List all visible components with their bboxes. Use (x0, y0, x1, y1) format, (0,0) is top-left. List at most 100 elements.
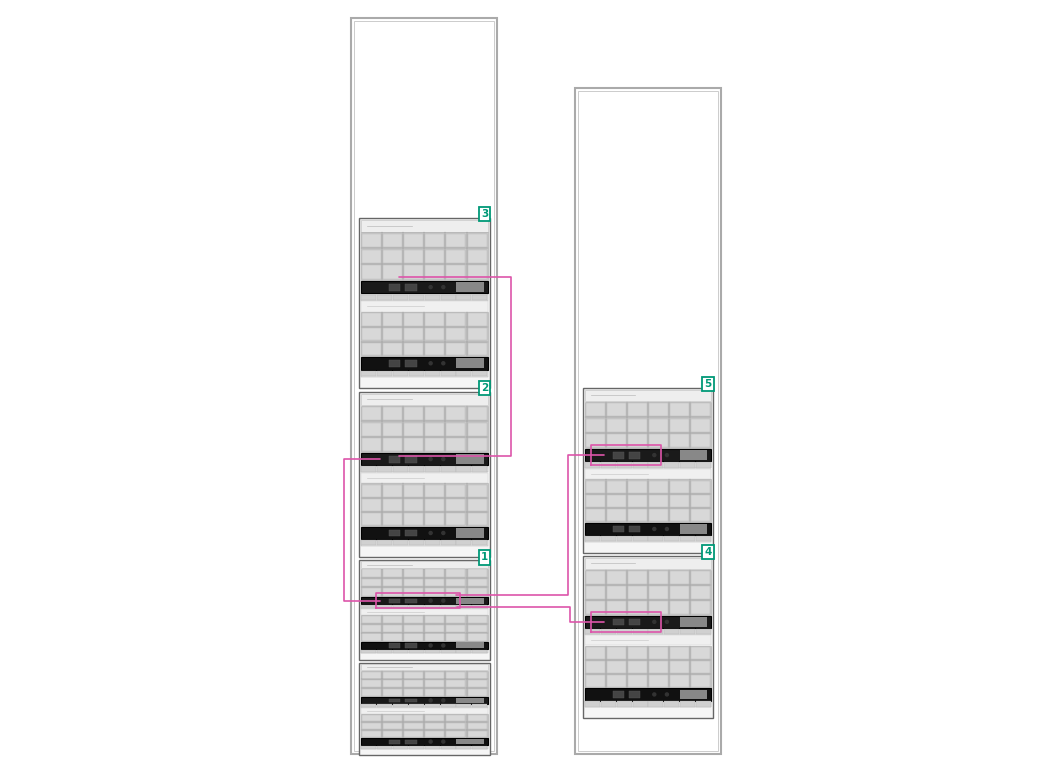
Bar (383, 723, 402, 729)
Bar (648, 536, 663, 541)
Bar (362, 371, 377, 376)
Bar (585, 535, 711, 542)
Bar (629, 618, 641, 625)
Bar (579, 91, 717, 751)
Bar (404, 499, 423, 511)
Bar (456, 605, 471, 608)
Bar (447, 723, 465, 729)
Bar (362, 466, 377, 471)
Bar (467, 624, 486, 632)
Bar (404, 588, 423, 596)
Bar (359, 218, 491, 388)
Bar (426, 265, 445, 279)
Bar (629, 526, 641, 532)
Bar (670, 661, 689, 673)
Bar (426, 438, 445, 451)
Bar (362, 723, 381, 729)
Bar (467, 588, 486, 596)
Bar (383, 634, 402, 641)
Bar (440, 371, 455, 376)
Bar (633, 536, 648, 541)
Bar (361, 232, 487, 280)
Bar (447, 499, 465, 511)
Bar (383, 499, 402, 511)
Bar (378, 540, 393, 545)
Circle shape (442, 531, 445, 534)
Bar (670, 675, 689, 687)
Bar (426, 588, 445, 596)
Bar (628, 495, 647, 507)
Bar (628, 418, 647, 431)
Bar (388, 360, 400, 367)
Bar (467, 313, 486, 326)
Bar (447, 731, 465, 737)
Bar (378, 466, 393, 471)
Circle shape (653, 528, 655, 531)
Bar (608, 509, 626, 521)
Bar (409, 746, 423, 748)
Bar (388, 598, 400, 603)
Bar (393, 295, 409, 300)
Bar (585, 646, 711, 687)
Bar (585, 479, 711, 522)
Bar (456, 739, 484, 744)
Bar (680, 524, 708, 534)
Bar (388, 644, 400, 647)
Bar (664, 462, 679, 468)
Bar (362, 704, 377, 707)
Bar (649, 675, 668, 687)
Bar (586, 675, 605, 687)
Bar (361, 394, 487, 405)
Bar (447, 408, 465, 420)
Bar (404, 328, 423, 341)
Bar (426, 680, 445, 687)
Text: 4: 4 (704, 547, 712, 557)
Bar (378, 295, 393, 300)
Bar (425, 650, 439, 653)
Bar (447, 616, 465, 624)
Bar (351, 18, 497, 754)
Bar (440, 605, 455, 608)
Bar (613, 451, 625, 458)
Bar (426, 689, 445, 696)
Bar (361, 312, 487, 356)
Bar (361, 745, 487, 749)
Bar (362, 423, 381, 435)
Bar (404, 624, 423, 632)
Bar (447, 714, 465, 721)
Bar (426, 408, 445, 420)
Bar (585, 616, 711, 628)
Bar (585, 536, 600, 541)
Bar (628, 509, 647, 521)
Circle shape (665, 528, 668, 531)
Bar (649, 403, 668, 416)
Bar (628, 481, 647, 493)
Bar (670, 418, 689, 431)
Bar (405, 530, 417, 537)
Bar (383, 313, 402, 326)
Bar (361, 473, 487, 483)
Bar (383, 671, 402, 679)
Bar (426, 723, 445, 729)
Circle shape (429, 644, 432, 647)
Bar (586, 434, 605, 447)
Bar (362, 616, 381, 624)
Bar (426, 731, 445, 737)
Bar (617, 536, 632, 541)
Bar (378, 605, 393, 608)
Bar (383, 484, 402, 497)
Bar (404, 616, 423, 624)
Bar (585, 461, 711, 468)
Bar (425, 371, 439, 376)
Bar (383, 423, 402, 435)
Bar (361, 540, 487, 546)
Bar (383, 513, 402, 525)
Bar (388, 698, 400, 702)
Circle shape (665, 621, 668, 624)
Bar (405, 284, 417, 291)
Bar (608, 495, 626, 507)
Bar (601, 462, 616, 468)
Bar (447, 578, 465, 587)
Bar (426, 234, 445, 247)
Bar (404, 423, 423, 435)
